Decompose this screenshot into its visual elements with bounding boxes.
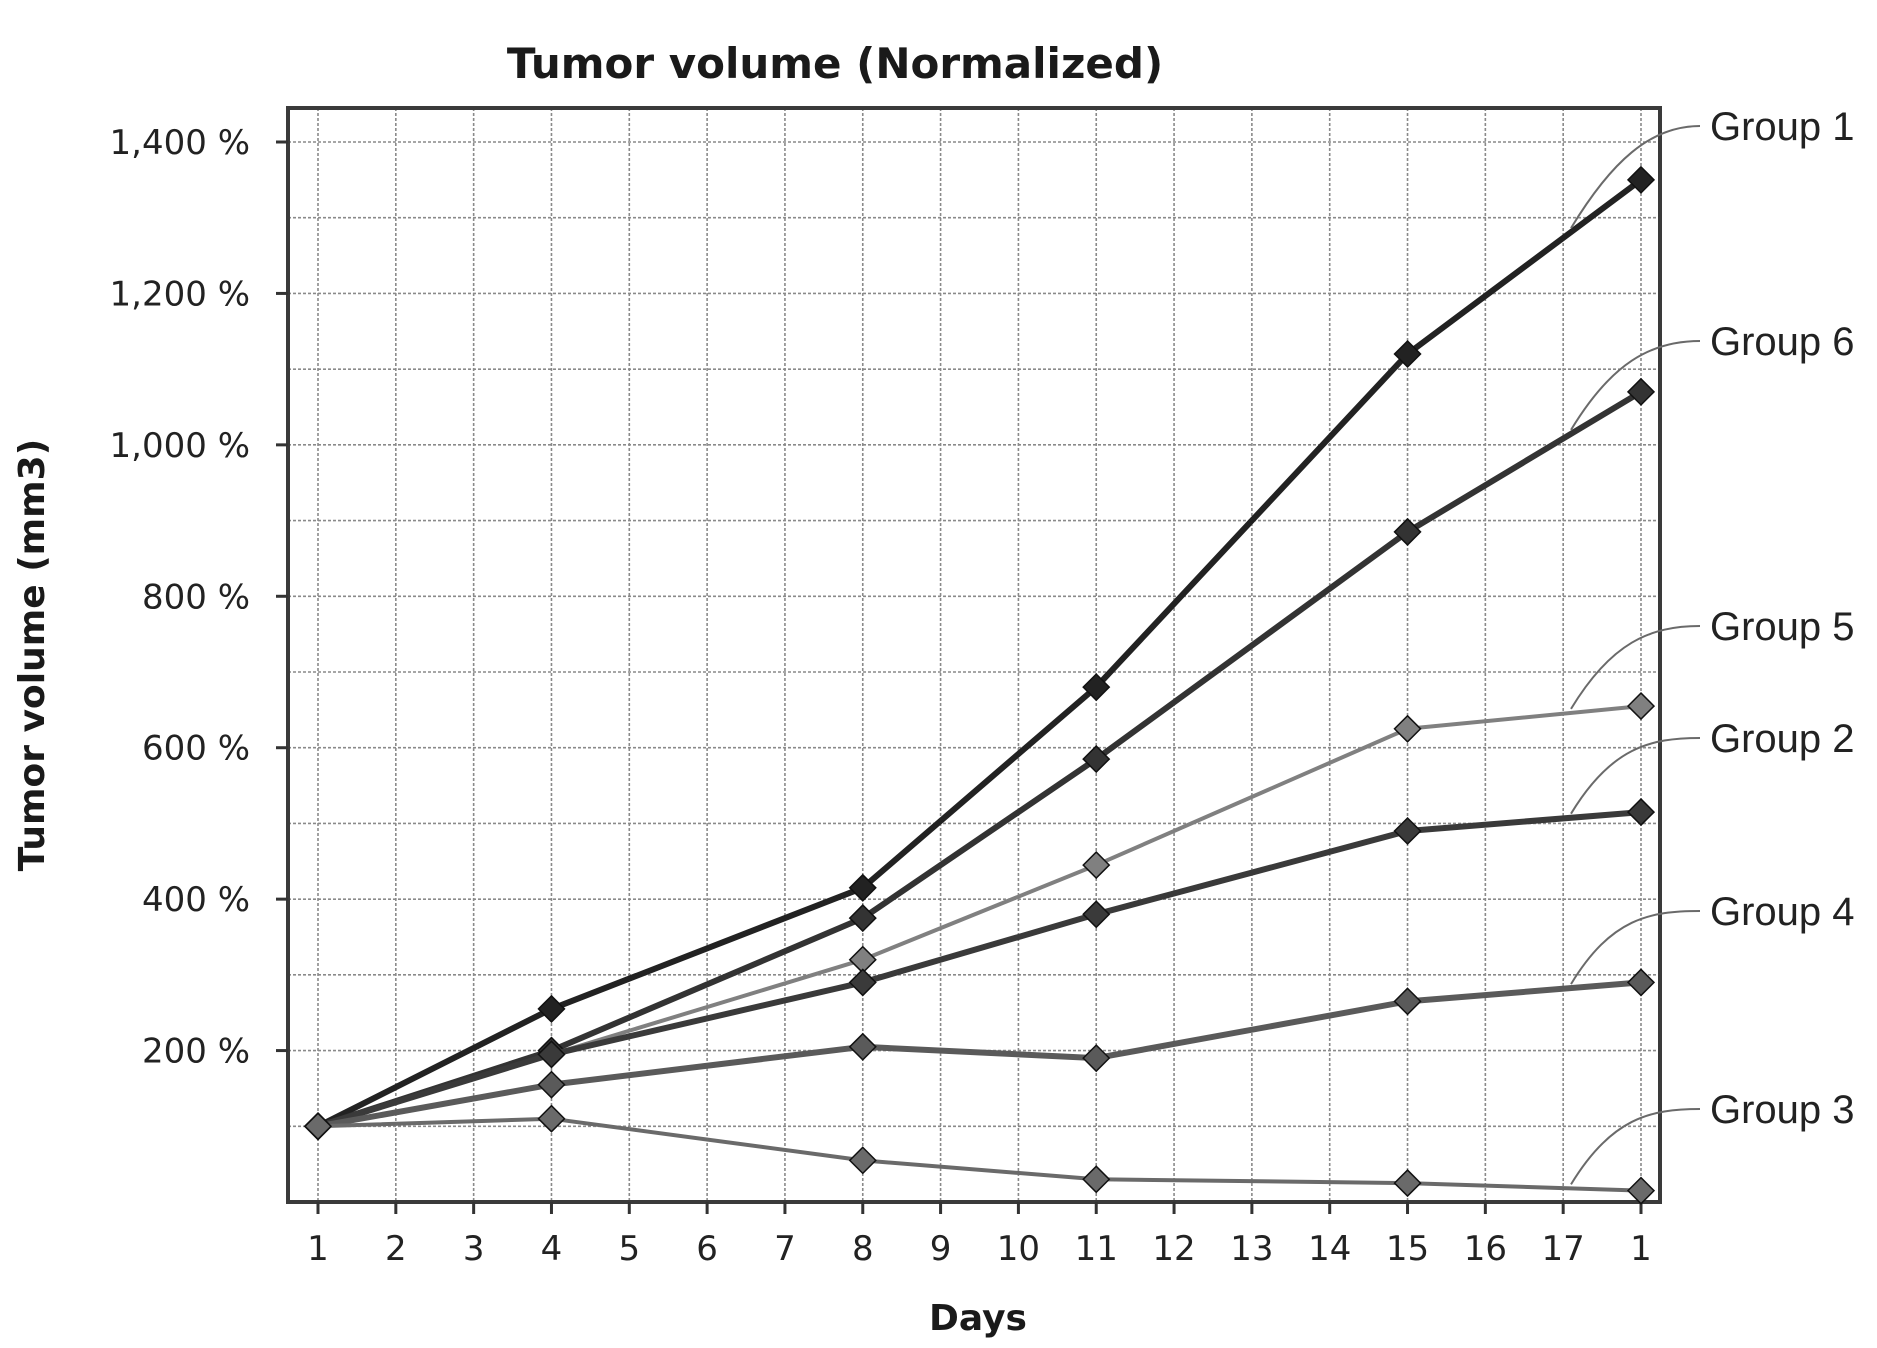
series-layer (303, 165, 1656, 1205)
series-group-4 (303, 968, 1656, 1141)
leader-line-group-2 (1570, 737, 1701, 815)
x-tick-label: 4 (541, 1229, 563, 1269)
y-tick-label: 1,000 % (110, 426, 250, 466)
series-label-group-5: Group 5 (1710, 605, 1855, 649)
series-line-group-1 (316, 177, 1643, 1129)
y-tick-label: 1,400 % (110, 123, 250, 163)
data-point-group-3 (1626, 1176, 1656, 1205)
x-tick-label: 13 (1230, 1229, 1273, 1269)
x-tick-label: 10 (997, 1229, 1040, 1269)
data-point-group-1 (537, 994, 566, 1023)
leader-line-group-1 (1570, 125, 1701, 229)
x-axis-label: Days (929, 1298, 1027, 1339)
data-point-group-3 (1393, 1169, 1422, 1198)
series-line-group-6 (317, 389, 1643, 1130)
data-point-group-5 (1393, 714, 1422, 743)
series-label-group-1: Group 1 (1710, 105, 1855, 149)
leader-line-group-6 (1570, 340, 1701, 431)
data-point-group-5 (1082, 851, 1111, 880)
series-group-2 (303, 798, 1656, 1141)
data-point-group-6 (848, 904, 877, 933)
plot-frame (286, 106, 1662, 1204)
x-tick-label: 12 (1152, 1229, 1195, 1269)
series-label-group-2: Group 2 (1710, 717, 1855, 761)
data-point-group-4 (1626, 968, 1656, 997)
y-tick-label: 600 % (142, 729, 250, 769)
x-tick-label: 1 (1630, 1229, 1652, 1269)
data-point-group-1 (1393, 339, 1422, 369)
data-point-group-1 (1626, 165, 1656, 194)
data-point-group-6 (1393, 517, 1422, 546)
x-tick-label: 11 (1075, 1229, 1118, 1269)
x-tick-label: 5 (618, 1229, 640, 1269)
series-group-3 (303, 1104, 1656, 1205)
y-tick-label: 400 % (142, 880, 250, 920)
x-tick-label: 15 (1386, 1229, 1429, 1269)
series-label-group-4: Group 4 (1710, 890, 1855, 934)
x-tick-label: 16 (1464, 1229, 1507, 1269)
x-tick-label: 9 (930, 1229, 952, 1269)
data-point-group-6 (1626, 377, 1656, 406)
data-point-group-3 (303, 1112, 333, 1141)
series-group-1 (303, 165, 1656, 1141)
data-point-group-3 (1082, 1165, 1111, 1194)
leader-line-group-3 (1570, 1108, 1701, 1185)
x-tick-label: 2 (385, 1229, 407, 1269)
data-point-group-2 (848, 968, 877, 997)
leader-line-group-5 (1570, 625, 1701, 710)
series-label-group-6: Group 6 (1710, 320, 1855, 364)
x-tick-label: 8 (852, 1229, 874, 1269)
y-tick-label: 200 % (142, 1032, 250, 1072)
x-tick-label: 17 (1542, 1229, 1585, 1269)
data-point-group-1 (1082, 673, 1111, 702)
data-point-group-3 (848, 1146, 877, 1175)
leader-line-group-4 (1570, 910, 1701, 985)
data-point-group-2 (537, 1040, 566, 1069)
series-line-group-4 (317, 979, 1642, 1130)
data-point-group-4 (537, 1070, 566, 1099)
x-tick-label: 3 (463, 1229, 485, 1269)
series-line-group-3 (317, 1116, 1642, 1193)
y-tick-label: 800 % (142, 577, 250, 617)
x-tick-label: 14 (1308, 1229, 1351, 1269)
y-tick-label: 1,200 % (110, 274, 250, 314)
grid-layer (288, 108, 1660, 1202)
y-axis-ticks: 1,400 % 1,200 % 1,000 % 800 % 600 % 400 % 200 … (110, 123, 288, 1072)
data-point-group-3 (537, 1104, 566, 1133)
data-point-group-2 (1082, 900, 1111, 929)
data-point-group-1 (848, 873, 877, 902)
data-point-group-5 (1626, 692, 1656, 721)
data-point-group-2 (1393, 816, 1422, 846)
x-tick-label: 6 (696, 1229, 718, 1269)
series-line-group-2 (317, 809, 1642, 1130)
x-tick-label: 7 (774, 1229, 796, 1269)
series-label-group-3: Group 3 (1710, 1088, 1855, 1132)
y-axis-label: Tumor volume (mm3) (12, 439, 53, 871)
x-tick-label: 1 (307, 1229, 329, 1269)
data-point-group-6 (1082, 745, 1111, 774)
x-axis-ticks: 1 2 3 4 5 6 7 8 9 10 11 12 13 14 15 16 17 1 (307, 1202, 1652, 1269)
data-point-group-4 (1393, 987, 1422, 1016)
data-point-group-4 (1082, 1044, 1111, 1073)
chart-title: Tumor volume (Normalized) (507, 39, 1163, 88)
data-point-group-2 (1626, 798, 1656, 827)
series-labels: Group 1 Group 6 Group 5 Group 2 Group 4 Group… (1570, 105, 1855, 1185)
data-point-group-4 (848, 1032, 877, 1061)
